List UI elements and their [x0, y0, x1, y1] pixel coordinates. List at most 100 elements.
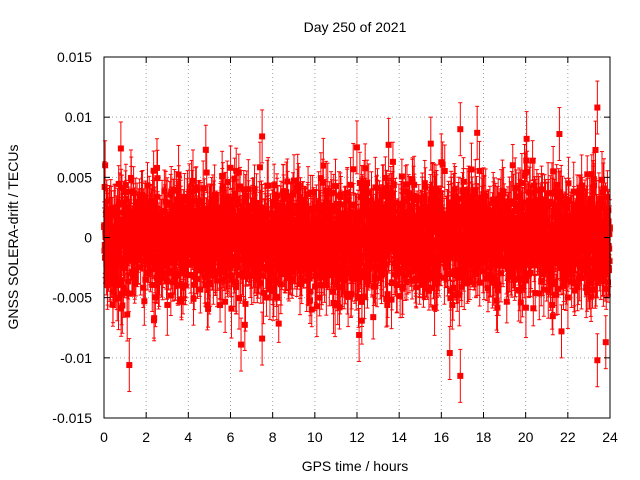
data-point: [234, 264, 241, 271]
data-point: [124, 249, 131, 256]
data-point: [154, 175, 161, 182]
data-point: [147, 253, 154, 260]
data-point: [174, 208, 181, 215]
data-point: [144, 182, 151, 189]
data-point: [120, 284, 127, 291]
data-point: [182, 266, 189, 273]
data-point: [286, 214, 293, 221]
data-point: [295, 183, 302, 190]
data-point: [211, 191, 218, 198]
data-point: [132, 232, 139, 239]
data-point: [114, 208, 121, 215]
data-point: [283, 189, 290, 196]
data-point: [118, 184, 125, 191]
data-point: [153, 164, 160, 171]
data-point: [300, 258, 307, 265]
data-point: [192, 253, 199, 260]
data-point: [113, 253, 120, 260]
data-point: [213, 207, 220, 214]
data-point: [286, 218, 293, 225]
data-point: [300, 196, 307, 203]
data-point: [240, 186, 247, 193]
data-point: [201, 218, 208, 225]
data-point: [152, 294, 159, 301]
data-point: [131, 277, 138, 284]
data-point: [172, 225, 179, 232]
data-point: [131, 209, 138, 216]
data-point: [181, 193, 188, 200]
data-point: [242, 198, 249, 205]
data-point: [113, 282, 120, 289]
data-point: [150, 167, 157, 174]
data-point: [204, 301, 211, 308]
data-point: [197, 286, 204, 293]
data-point: [248, 262, 255, 269]
data-point: [172, 277, 179, 284]
data-point: [233, 281, 240, 288]
data-point: [222, 298, 229, 305]
data-point: [270, 288, 277, 295]
data-point: [106, 219, 113, 226]
data-point: [184, 197, 191, 204]
data-point: [190, 295, 197, 302]
data-point: [199, 231, 206, 238]
data-point: [317, 175, 324, 182]
data-point: [308, 306, 315, 313]
data-point: [233, 257, 240, 264]
data-point: [256, 256, 263, 263]
data-point: [291, 177, 298, 184]
chart-title: Day 250 of 2021: [304, 19, 407, 35]
data-point: [209, 249, 216, 256]
data-point: [198, 198, 205, 205]
data-point: [152, 204, 159, 211]
data-point: [236, 295, 243, 302]
data-points: [101, 80, 613, 403]
data-point: [258, 265, 265, 272]
data-point: [224, 204, 231, 211]
data-point: [298, 277, 305, 284]
data-point: [154, 211, 161, 218]
data-point: [243, 192, 250, 199]
data-point: [105, 263, 112, 270]
data-point: [132, 202, 139, 209]
data-point: [227, 164, 234, 171]
data-point: [129, 268, 136, 275]
data-point: [228, 305, 235, 312]
data-point: [316, 294, 323, 301]
data-point: [309, 189, 316, 196]
data-point: [158, 268, 165, 275]
data-point: [151, 315, 158, 322]
data-point: [125, 290, 132, 297]
data-point: [142, 276, 149, 283]
data-point: [193, 263, 200, 270]
data-point: [219, 183, 226, 190]
data-point: [128, 177, 135, 184]
data-point: [189, 177, 196, 184]
data-point: [166, 201, 173, 208]
data-point: [312, 283, 319, 290]
data-point: [265, 182, 272, 189]
data-point: [226, 217, 233, 224]
data-point: [220, 261, 227, 268]
data-point: [101, 183, 108, 190]
data-point: [141, 258, 148, 265]
data-point: [130, 189, 137, 196]
data-point: [288, 262, 295, 269]
data-point: [317, 251, 324, 258]
data-point: [169, 239, 176, 246]
data-point: [242, 300, 249, 307]
data-point: [200, 185, 207, 192]
data-point: [189, 188, 196, 195]
data-point: [164, 301, 171, 308]
data-point: [202, 146, 209, 153]
data-point: [141, 298, 148, 305]
data-point: [167, 292, 174, 299]
data-point: [297, 211, 304, 218]
data-point: [104, 282, 111, 289]
data-point: [271, 182, 278, 189]
data-point: [309, 252, 316, 259]
data-point: [177, 197, 184, 204]
data-point: [281, 212, 288, 219]
data-point: [193, 186, 200, 193]
data-point: [180, 282, 187, 289]
